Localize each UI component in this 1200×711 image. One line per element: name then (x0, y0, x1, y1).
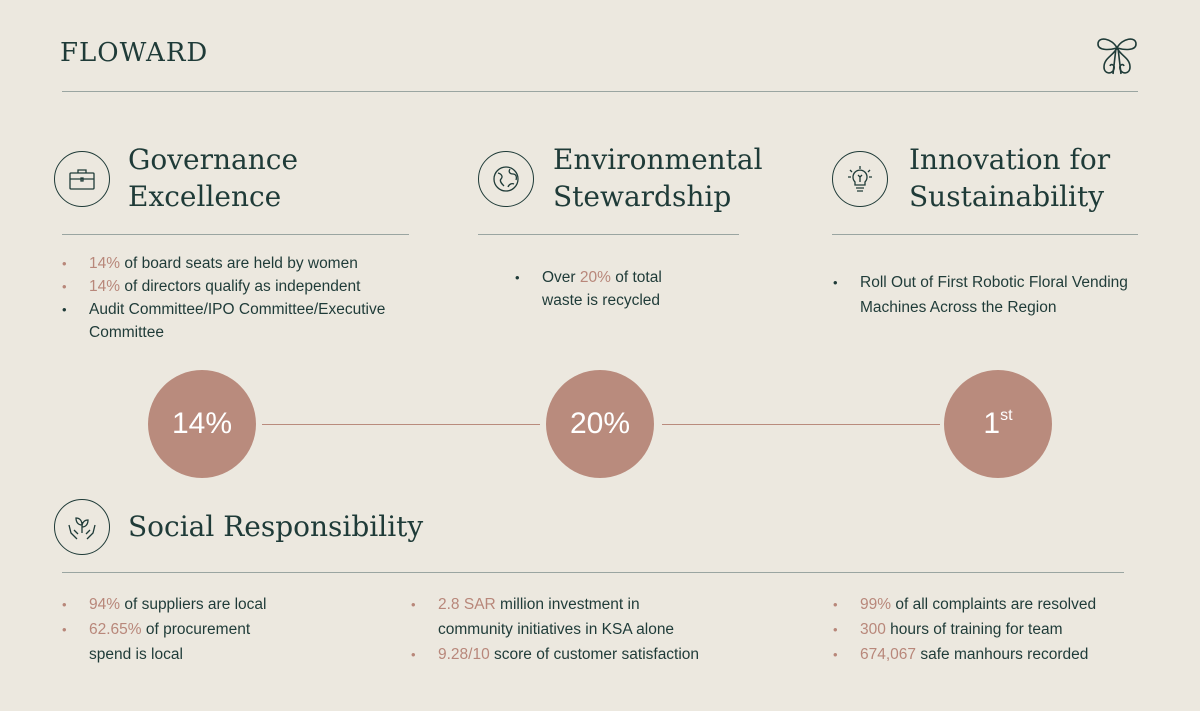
environment-list: Over 20% of total waste is recycled (515, 266, 695, 312)
governance-list: 14% of board seats are held by women 14%… (62, 252, 422, 344)
governance-stat-circle: 14% (148, 370, 256, 478)
list-item: 2.8 SAR million investment in community … (411, 592, 701, 642)
governance-divider (62, 234, 409, 235)
list-item: 14% of directors qualify as independent (62, 275, 422, 298)
briefcase-icon (54, 151, 110, 207)
connector-line (662, 424, 940, 425)
connector-line (262, 424, 540, 425)
environment-title: Environmental Stewardship (553, 143, 763, 213)
list-item: Over 20% of total waste is recycled (515, 266, 695, 312)
innovation-list: Roll Out of First Robotic Floral Vending… (833, 270, 1143, 320)
hands-plant-icon (54, 499, 110, 555)
social-list-2: 2.8 SAR million investment in community … (411, 592, 741, 667)
governance-title: Governance Excellence (128, 143, 299, 213)
list-item: 14% of board seats are held by women (62, 252, 422, 275)
list-item: 674,067 safe manhours recorded (833, 642, 1153, 667)
floward-logo: FLOWARD (60, 38, 209, 68)
lightbulb-icon (832, 151, 888, 207)
innovation-title: Innovation for Sustainability (909, 143, 1111, 213)
environment-divider (478, 234, 739, 235)
list-item: 99% of all complaints are resolved (833, 592, 1153, 617)
butterfly-monogram-icon (1097, 38, 1137, 75)
list-item: 9.28/10 score of customer satisfaction (411, 642, 741, 667)
list-item: Roll Out of First Robotic Floral Vending… (833, 270, 1143, 320)
social-title: Social Responsibility (128, 510, 424, 543)
list-item: 62.65% of procurement spend is local (62, 617, 292, 667)
innovation-divider (832, 234, 1138, 235)
list-item: 94% of suppliers are local (62, 592, 322, 617)
header-divider (62, 91, 1138, 92)
globe-leaf-icon (478, 151, 534, 207)
social-divider (62, 572, 1124, 573)
environment-stat-circle: 20% (546, 370, 654, 478)
social-list-1: 94% of suppliers are local 62.65% of pro… (62, 592, 322, 667)
social-list-3: 99% of all complaints are resolved 300 h… (833, 592, 1153, 667)
list-item: 300 hours of training for team (833, 617, 1153, 642)
list-item: Audit Committee/IPO Committee/Executive … (62, 298, 422, 344)
